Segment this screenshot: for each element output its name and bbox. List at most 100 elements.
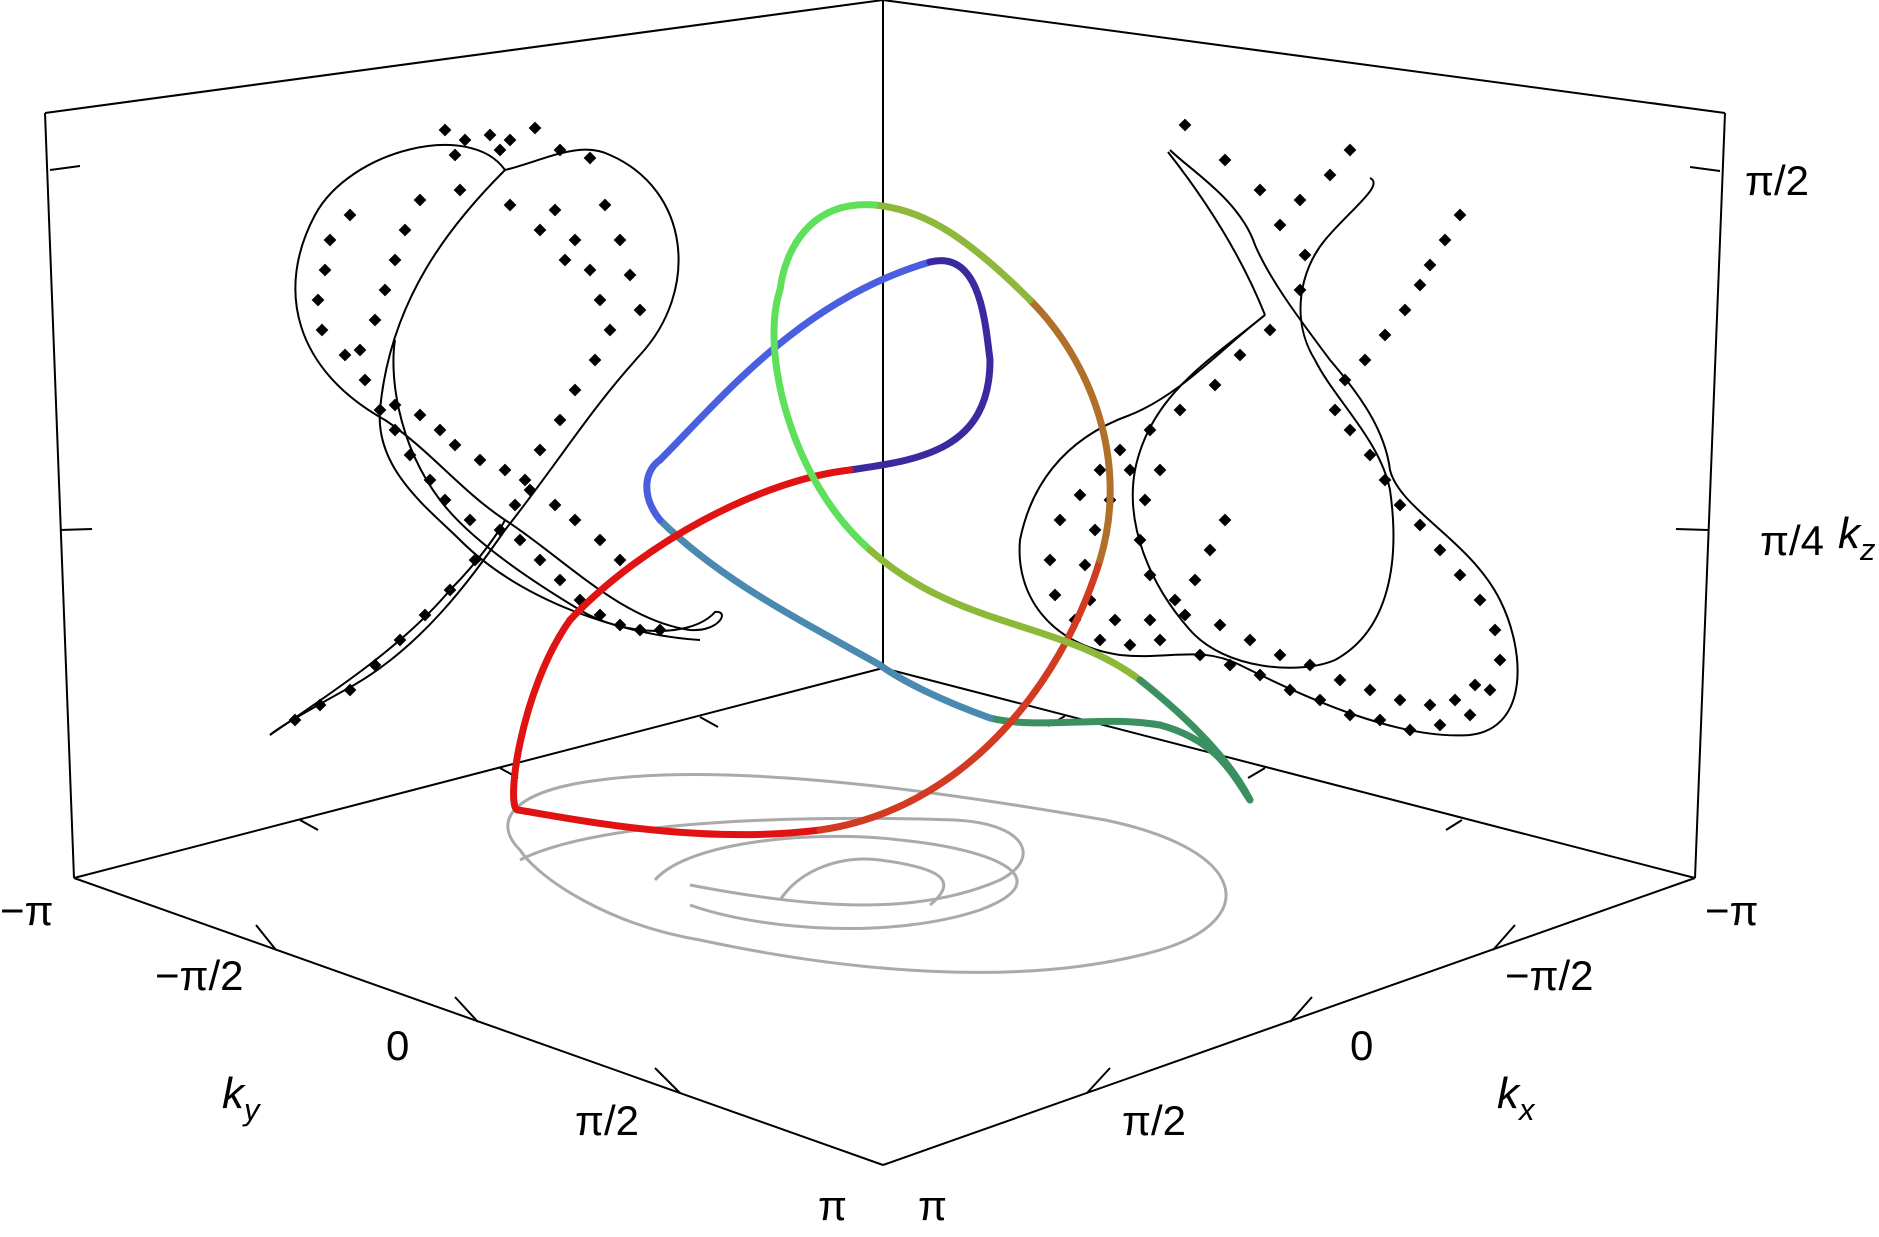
frame-floor-left [73,667,884,879]
scatter-point [1343,708,1357,722]
scatter-point [1273,218,1287,232]
scatter-point [1393,498,1407,512]
scatter-point [1273,648,1287,662]
scatter-point [1423,258,1437,272]
scatter-point [438,123,452,137]
curve-segment [643,456,664,524]
kx-axis-label-main: k [1497,1069,1521,1118]
scatter-point [548,203,562,217]
left-wall-projection [269,143,723,736]
scatter-point [1263,323,1277,337]
scatter-point [1453,568,1467,582]
scatter-point [353,343,367,357]
scatter-point [533,223,547,237]
scatter-point [528,121,542,135]
ky-axis-label: ky [222,1069,262,1127]
scatter-point [388,398,402,412]
scatter-point [503,198,517,212]
scatter-point [1398,303,1412,317]
scatter-point [448,438,462,452]
kz-tick-label-pi2: π/2 [1745,157,1809,204]
scatter-point [588,353,602,367]
ky-tick-label-0: −π [0,887,54,934]
scatter-point [633,303,647,317]
kx-tick-label-4: π [918,1182,947,1229]
kx-axis-line [882,877,1696,1166]
scatter-point [413,193,427,207]
floor-projection-inner-left [519,816,1025,907]
scatter-point [1143,613,1157,627]
kx-tick-pi2 [1086,1067,1111,1094]
ky-tick-label-3: π/2 [575,1097,639,1144]
scatter-point [1413,518,1427,532]
kx-tick-label-0: −π [1705,887,1759,934]
scatter-point [1363,683,1377,697]
curve-segment [866,546,1144,684]
scatter-point [1438,233,1452,247]
scatter-point [1213,618,1227,632]
scatter-point [1293,193,1307,207]
scatter-point [613,618,627,632]
scatter-point [633,623,647,637]
box-frame [44,0,1726,1166]
scatter-point [438,493,452,507]
right-wall-curve-cross [1167,151,1266,316]
right-wall-curve-inner [1131,177,1395,669]
floor-tick-r2 [1247,767,1266,779]
scatter-point [323,233,337,247]
floor-projection-inner-right [653,834,1019,930]
kx-axis-label-sub: x [1517,1092,1536,1127]
scatter-point [568,233,582,247]
scatter-point [593,293,607,307]
scatter-point [1153,633,1167,647]
scatter-point [1113,443,1127,457]
scatter-point [458,133,472,147]
scatter-point [1378,328,1392,342]
tick-marks [49,165,1721,1094]
scatter-point [1203,543,1217,557]
scatter-point [1173,403,1187,417]
scatter-point [358,373,372,387]
frame-floor-right [882,667,1696,879]
scatter-point [388,423,402,437]
scatter-point [473,453,487,467]
scatter-point [413,408,427,422]
scatter-point [508,498,522,512]
scatter-point [388,253,402,267]
scatter-point [1193,648,1207,662]
curve-segment [816,556,1104,834]
floor-tick-l1 [699,716,719,728]
scatter-point [558,253,572,267]
kz-axis-label-sub: z [1859,532,1876,567]
scatter-point [503,133,517,147]
scatter-point [603,323,617,337]
curve-segment [510,616,574,814]
scatter-point [1178,118,1192,132]
scatter-point [568,383,582,397]
scatter-point [1358,353,1372,367]
ky-tick-label-1: −π/2 [155,952,244,999]
scatter-point [533,553,547,567]
scatter-point [1343,143,1357,157]
axis-labels: ky kx kz [222,509,1876,1127]
scatter-point [1133,533,1147,547]
scatter-point [1138,493,1152,507]
frame-right-top [882,0,1726,114]
scatter-point [1253,183,1267,197]
scatter-point [373,403,387,417]
scatter-point [1468,678,1482,692]
scatter-point [1093,463,1107,477]
frame-left-vertical [44,112,75,879]
scatter-point [583,263,597,277]
ky-tick-label-4: π [818,1182,847,1229]
scatter-point [433,423,447,437]
curve-segment [770,286,874,554]
scatter-point [1223,658,1237,672]
floor-projection [506,773,1228,974]
scatter-point [453,183,467,197]
scatter-point [463,513,477,527]
curve-segment [846,356,994,474]
scatter-point [1433,718,1447,732]
scatter-point [1473,593,1487,607]
scatter-point [1073,488,1087,502]
